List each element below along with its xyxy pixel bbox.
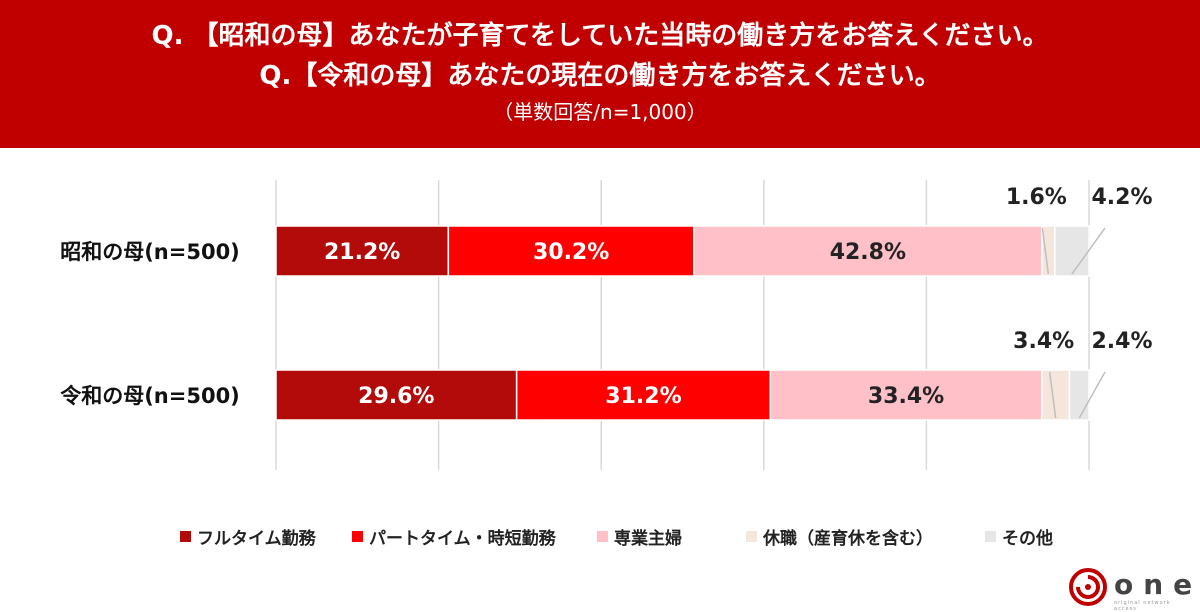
legend-label: フルタイム勤務 bbox=[197, 529, 316, 549]
data-label: 29.6% bbox=[358, 384, 434, 409]
data-label: 30.2% bbox=[533, 240, 609, 265]
logo-tagline: original network access bbox=[1114, 600, 1171, 612]
bar-segment bbox=[1054, 225, 1090, 277]
stacked-bar-chart: 昭和の母(n=500) 21.2% 30.2% 42.8% 1.6% 4.2% 令和の母(n… bbox=[60, 180, 1153, 470]
data-label: 2.4% bbox=[1091, 329, 1152, 354]
question-1: Q. 【昭和の母】あなたが子育てをしていた当時の働き方をお答えください。 bbox=[151, 21, 1049, 51]
category-label: 令和の母(n=500) bbox=[60, 384, 240, 408]
brand-logo: one original network access bbox=[1068, 566, 1192, 612]
legend-swatch bbox=[746, 531, 757, 542]
subtitle: （単数回答/n=1,000） bbox=[493, 100, 707, 124]
data-label: 31.2% bbox=[605, 384, 681, 409]
bar-segment bbox=[769, 369, 1043, 421]
logo-mark-icon bbox=[1069, 568, 1107, 606]
legend: フルタイム勤務 パートタイム・時短勤務 専業主婦 休職（産育休を含む） その他 bbox=[0, 524, 1200, 552]
leader-line bbox=[1071, 227, 1106, 275]
bar-segment bbox=[275, 369, 518, 421]
question-2: Q.【令和の母】あなたの現在の働き方をお答えください。 bbox=[259, 61, 941, 91]
bar-segment bbox=[1068, 369, 1090, 421]
legend-item: その他 bbox=[985, 524, 1053, 549]
leader-line bbox=[1041, 227, 1050, 275]
data-label: 42.8% bbox=[830, 240, 906, 265]
legend-label: 休職（産育休を含む） bbox=[763, 529, 933, 549]
legend-item: パートタイム・時短勤務 bbox=[352, 524, 556, 549]
legend-label: 専業主婦 bbox=[614, 529, 682, 549]
legend-swatch bbox=[985, 531, 996, 542]
data-label: 1.6% bbox=[1006, 185, 1067, 210]
logo-text: one bbox=[1114, 568, 1200, 601]
bar-segment bbox=[515, 369, 772, 421]
data-label: 3.4% bbox=[1013, 329, 1074, 354]
bar-segment bbox=[275, 225, 450, 277]
leader-line bbox=[1078, 371, 1106, 419]
legend-swatch bbox=[180, 531, 191, 542]
legend-swatch bbox=[352, 531, 363, 542]
bar-segment bbox=[1041, 369, 1071, 421]
legend-swatch bbox=[597, 531, 608, 542]
legend-label: パートタイム・時短勤務 bbox=[369, 529, 556, 549]
data-label: 21.2% bbox=[324, 240, 400, 265]
legend-item: フルタイム勤務 bbox=[180, 524, 316, 549]
category-label: 昭和の母(n=500) bbox=[60, 240, 240, 264]
legend-item: 休職（産育休を含む） bbox=[746, 524, 933, 549]
legend-item: 専業主婦 bbox=[597, 524, 682, 549]
data-label: 33.4% bbox=[868, 384, 944, 409]
legend-label: その他 bbox=[1002, 529, 1053, 549]
data-label: 4.2% bbox=[1091, 185, 1152, 210]
header-banner: Q. 【昭和の母】あなたが子育てをしていた当時の働き方をお答えください。 Q.【… bbox=[0, 0, 1200, 148]
leader-line bbox=[1048, 371, 1057, 419]
